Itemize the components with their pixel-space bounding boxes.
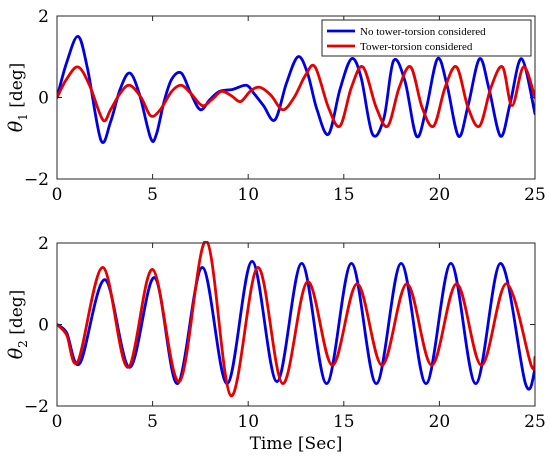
y-tick-label: 0 bbox=[38, 89, 49, 109]
series-line-tower-torsion bbox=[57, 63, 535, 129]
x-tick-label: 10 bbox=[237, 412, 259, 432]
x-tick-label: 20 bbox=[429, 185, 451, 205]
x-tick-label: 25 bbox=[524, 412, 546, 432]
y-tick-label: 0 bbox=[38, 316, 49, 336]
x-tick-label: 5 bbox=[147, 412, 158, 432]
legend-label: No tower-torsion considered bbox=[360, 26, 486, 38]
x-tick-label: 0 bbox=[52, 412, 63, 432]
x-tick-label: 10 bbox=[237, 185, 259, 205]
series-line-no-tower-torsion bbox=[57, 34, 535, 144]
y-tick-label: −2 bbox=[24, 170, 49, 190]
x-tick-label: 15 bbox=[333, 412, 355, 432]
series-group bbox=[57, 241, 535, 398]
series-group bbox=[57, 34, 535, 144]
x-tick-label: 20 bbox=[429, 412, 451, 432]
y-tick-label: 2 bbox=[38, 7, 49, 27]
series-line-tower-torsion bbox=[57, 241, 535, 398]
x-tick-label: 5 bbox=[147, 185, 158, 205]
x-tick-label: 0 bbox=[52, 185, 63, 205]
x-tick-label: 15 bbox=[333, 185, 355, 205]
x-tick-label: 25 bbox=[524, 185, 546, 205]
legend: No tower-torsion considered Tower-torsion… bbox=[321, 19, 532, 57]
legend-box bbox=[321, 19, 532, 57]
y-tick-label: 2 bbox=[38, 234, 49, 254]
x-axis-label: Time [Sec] bbox=[250, 434, 343, 454]
y-tick-label: −2 bbox=[24, 397, 49, 417]
y-axis-label: θ1 [deg] bbox=[5, 63, 30, 133]
legend-label: Tower-torsion considered bbox=[360, 41, 473, 53]
y-axis-label: θ2 [deg] bbox=[5, 290, 30, 360]
